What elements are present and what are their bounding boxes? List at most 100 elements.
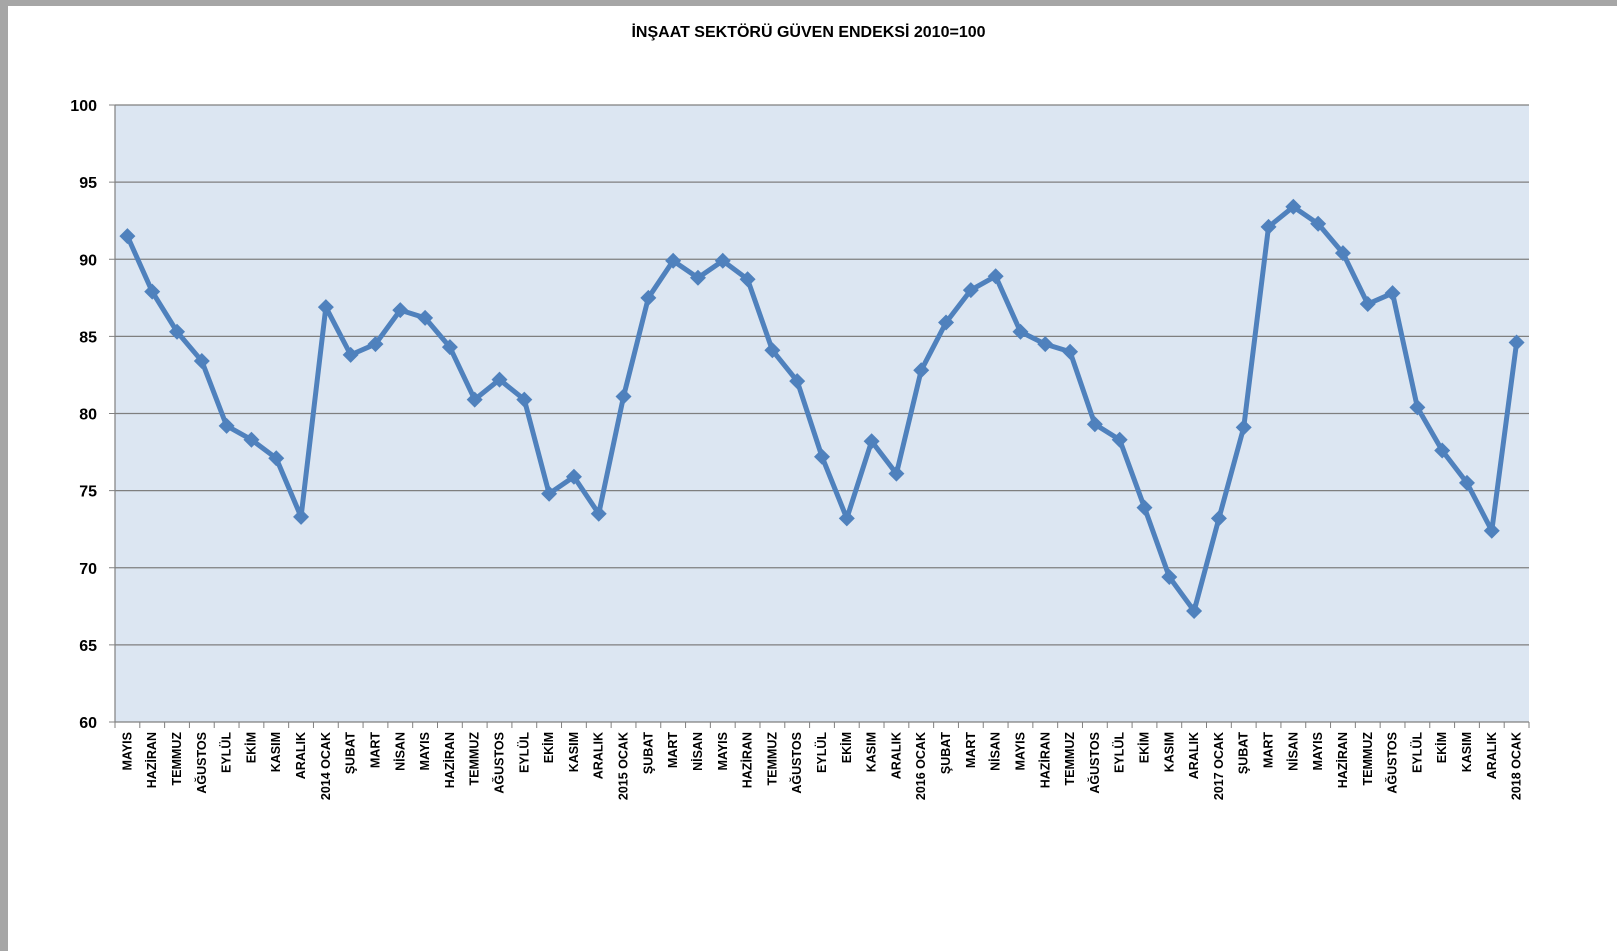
data-point-marker <box>1458 474 1475 491</box>
data-point-marker <box>838 510 855 527</box>
data-point-marker <box>541 485 558 502</box>
x-tick-label: 2016 OCAK <box>914 732 928 800</box>
data-point-marker <box>863 433 880 450</box>
data-point-marker <box>466 391 483 408</box>
x-tick-label: EYLÜL <box>516 732 531 773</box>
x-tick-label: AĞUSTOS <box>492 732 507 794</box>
series-group <box>119 198 1525 619</box>
data-point-marker <box>293 508 310 525</box>
x-tick-label: MART <box>964 732 978 768</box>
x-tick-label: EKİM <box>243 732 258 763</box>
x-tick-label: 2018 OCAK <box>1510 732 1524 800</box>
y-tick-label: 95 <box>79 175 97 192</box>
x-tick-label: EKİM <box>1136 732 1151 763</box>
data-point-marker <box>938 314 955 331</box>
data-point-marker <box>367 336 384 353</box>
data-point-marker <box>1409 399 1426 416</box>
x-tick-label: MAYIS <box>120 732 134 770</box>
x-tick-label: EKİM <box>839 732 854 763</box>
x-tick-label: MART <box>666 732 680 768</box>
data-point-marker <box>1161 569 1178 586</box>
x-tick-label: AĞUSTOS <box>194 732 209 794</box>
data-point-marker <box>1434 442 1451 459</box>
x-tick-label: HAZİRAN <box>144 732 159 788</box>
data-point-marker <box>1136 499 1153 516</box>
data-point-marker <box>1210 510 1227 527</box>
x-tick-label: KASIM <box>567 732 581 772</box>
x-tick-label: HAZİRAN <box>1037 732 1052 788</box>
x-tick-label: AĞUSTOS <box>1087 732 1102 794</box>
data-point-marker <box>764 342 781 359</box>
data-point-marker <box>714 252 731 269</box>
data-point-marker <box>218 417 235 434</box>
data-point-marker <box>615 388 632 405</box>
x-tick-label: ARALIK <box>1485 732 1499 779</box>
x-tick-label: EYLÜL <box>219 732 234 773</box>
x-tick-label: NİSAN <box>392 732 407 771</box>
x-tick-label: NİSAN <box>1285 732 1300 771</box>
x-tick-label: MAYIS <box>1013 732 1027 770</box>
x-tick-label: 2017 OCAK <box>1212 732 1226 800</box>
x-tick-label: ŞUBAT <box>641 732 655 774</box>
data-point-marker <box>1508 334 1525 351</box>
data-point-marker <box>1012 323 1029 340</box>
y-tick-label: 75 <box>79 484 97 501</box>
x-tick-label: TEMMUZ <box>765 732 779 786</box>
y-tick-label: 65 <box>79 638 97 655</box>
x-tick-label: EYLÜL <box>1409 732 1424 773</box>
y-tick-label: 85 <box>79 329 97 346</box>
x-tick-label: NİSAN <box>690 732 705 771</box>
data-point-marker <box>1086 416 1103 433</box>
data-point-marker <box>1359 295 1376 312</box>
x-tick-label: HAZİRAN <box>1335 732 1350 788</box>
data-point-marker <box>1384 285 1401 302</box>
data-point-marker <box>1111 431 1128 448</box>
x-tick-label: MART <box>368 732 382 768</box>
x-tick-label: EKİM <box>541 732 556 763</box>
x-axis-ticks: MAYIS HAZİRAN TEMMUZ AĞUSTOS EYLÜL EKİM KASIM A… <box>114 722 1530 800</box>
gridlines <box>115 104 1529 646</box>
x-tick-label: TEMMUZ <box>170 732 184 786</box>
data-point-marker <box>342 346 359 363</box>
data-point-marker <box>1186 602 1203 619</box>
data-point-marker <box>987 268 1004 285</box>
data-point-marker <box>317 299 334 316</box>
data-point-marker <box>243 431 260 448</box>
x-tick-label: ŞUBAT <box>344 732 358 774</box>
x-tick-label: AĞUSTOS <box>1385 732 1400 794</box>
x-tick-label: KASIM <box>1162 732 1176 772</box>
data-point-marker <box>392 302 409 319</box>
x-tick-label: HAZİRAN <box>442 732 457 788</box>
data-point-marker <box>119 228 136 245</box>
y-tick-label: 100 <box>70 98 97 115</box>
x-tick-label: 2014 OCAK <box>319 732 333 800</box>
data-point-marker <box>1260 218 1277 235</box>
data-point-marker <box>516 391 533 408</box>
data-point-marker <box>888 465 905 482</box>
data-point-marker <box>1285 198 1302 215</box>
x-tick-label: KASIM <box>269 732 283 772</box>
x-tick-label: HAZİRAN <box>740 732 755 788</box>
x-tick-label: ARALIK <box>889 732 903 779</box>
x-tick-label: KASIM <box>865 732 879 772</box>
data-point-marker <box>640 289 657 306</box>
x-tick-label: TEMMUZ <box>1361 732 1375 786</box>
data-point-marker <box>193 353 210 370</box>
data-point-marker <box>268 450 285 467</box>
data-point-marker <box>814 448 830 465</box>
data-point-marker <box>565 468 582 485</box>
x-tick-label: TEMMUZ <box>468 732 482 786</box>
data-point-marker <box>590 505 607 522</box>
x-tick-label: MAYIS <box>716 732 730 770</box>
x-tick-label: ARALIK <box>592 732 606 779</box>
x-tick-label: KASIM <box>1460 732 1474 772</box>
y-tick-label: 80 <box>79 407 97 424</box>
y-axis-ticks: 60 65 70 75 80 85 90 95 100 <box>70 98 115 732</box>
data-point-marker <box>441 339 458 356</box>
x-tick-label: AĞUSTOS <box>789 732 804 794</box>
data-point-marker <box>417 309 434 326</box>
x-tick-label: ŞUBAT <box>1237 732 1251 774</box>
data-point-marker <box>1334 245 1351 262</box>
